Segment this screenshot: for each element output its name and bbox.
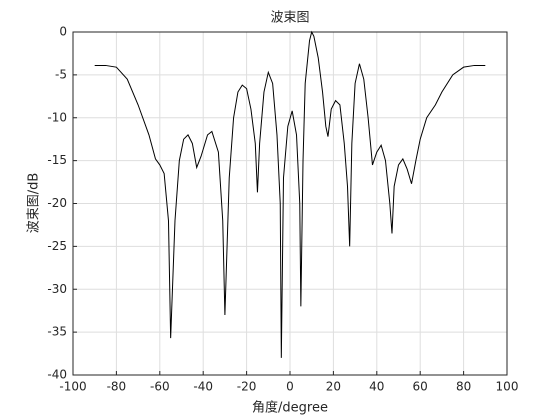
y-tick-label: -35 <box>47 325 67 339</box>
chart-title: 波束图 <box>270 11 309 26</box>
y-tick-label: -20 <box>47 196 67 210</box>
plot-frame <box>72 31 508 376</box>
x-tick-label: -40 <box>193 380 213 394</box>
x-tick-label: 0 <box>286 380 294 394</box>
x-tick-label: -60 <box>150 380 170 394</box>
x-tick-label: 80 <box>456 380 471 394</box>
y-tick-label: -25 <box>47 239 67 253</box>
x-tick-label: -100 <box>59 380 86 394</box>
y-tick-label: -15 <box>47 153 67 167</box>
y-tick-label: -40 <box>47 368 67 382</box>
x-tick-label: 40 <box>369 380 384 394</box>
x-tick-label: 20 <box>326 380 341 394</box>
y-tick-label: -5 <box>55 67 67 81</box>
y-tick-label: -30 <box>47 282 67 296</box>
x-tick-label: -20 <box>237 380 257 394</box>
y-tick-label: 0 <box>59 25 67 39</box>
x-tick-label: -80 <box>107 380 127 394</box>
x-tick-label: 100 <box>496 380 519 394</box>
x-tick-label: 60 <box>413 380 428 394</box>
y-tick-label: -10 <box>47 110 67 124</box>
line-series <box>94 30 486 358</box>
x-axis-label: 角度/degree <box>252 400 328 416</box>
y-axis-label: 波束图/dB <box>27 173 42 234</box>
